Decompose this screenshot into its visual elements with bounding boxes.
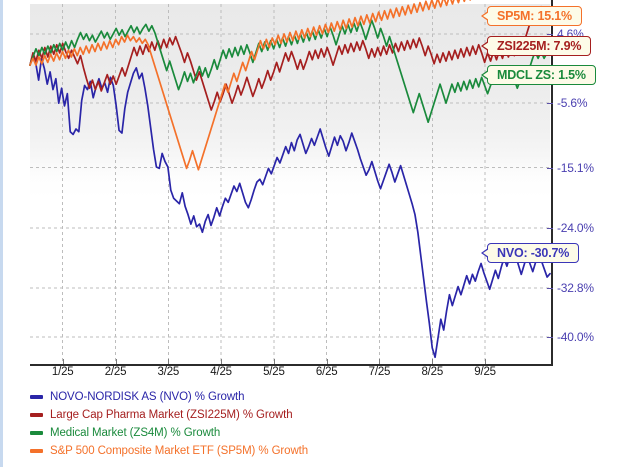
callout-zsi225m: ZSI225M: 7.9% [481, 36, 592, 56]
x-axis-label: 8/25 [421, 366, 444, 378]
y-tick-mark [547, 167, 553, 169]
x-axis-label: 9/25 [474, 366, 496, 378]
x-tick-mark [326, 359, 328, 364]
series-line-nvo [29, 54, 551, 359]
x-tick-mark [115, 359, 117, 364]
series-line-sp5m [29, 0, 472, 171]
x-tick-mark [273, 359, 275, 364]
x-axis-label: 6/25 [315, 366, 338, 378]
y-axis-line [551, 0, 553, 366]
x-axis-label: 7/25 [368, 366, 391, 378]
callout-sp5m-label: SP5M: 15.1% [497, 9, 572, 23]
series-lines [29, 0, 551, 359]
callout-zsi225m-label: ZSI225M: 7.9% [497, 39, 582, 53]
x-tick-mark [379, 359, 381, 364]
legend-item[interactable]: Large Cap Pharma Market (ZSI225M) % Grow… [30, 406, 550, 424]
legend-color-swatch [30, 395, 43, 399]
legend-color-swatch [30, 413, 43, 417]
y-axis-label: -32.8% [557, 280, 594, 295]
plot-svg [29, 0, 551, 364]
legend-item[interactable]: NOVO-NORDISK AS (NVO) % Growth [30, 388, 550, 406]
callout-tail-inner [483, 12, 489, 20]
chart-legend: NOVO-NORDISK AS (NVO) % Growth Large Cap … [30, 388, 550, 460]
callout-nvo: NVO: -30.7% [481, 243, 580, 263]
y-tick-mark [547, 228, 553, 230]
callout-tail-inner [483, 42, 489, 50]
callout-mdcl-zs-label: MDCL ZS: 1.5% [497, 68, 586, 82]
y-tick-mark [547, 33, 553, 35]
x-tick-mark [221, 359, 223, 364]
x-axis-line [30, 364, 553, 366]
callout-mdcl-zs: MDCL ZS: 1.5% [481, 65, 596, 85]
y-axis-label: -40.0% [557, 329, 594, 344]
series-line-zsi225m [29, 5, 551, 111]
callout-tail-inner [483, 71, 489, 79]
legend-color-swatch [30, 431, 43, 435]
x-tick-mark [168, 359, 170, 364]
callout-nvo-label: NVO: -30.7% [497, 246, 570, 260]
legend-item-label: S&P 500 Composite Market ETF (SP5M) % Gr… [50, 445, 309, 457]
y-axis-label: -5.6% [557, 96, 588, 111]
x-tick-mark [485, 359, 487, 364]
plot-background [30, 4, 550, 364]
legend-item-label: Medical Market (ZS4M) % Growth [50, 427, 221, 439]
y-tick-mark [547, 336, 553, 338]
y-axis-label: -24.0% [557, 221, 594, 236]
x-axis-label: 2/25 [104, 366, 127, 378]
x-tick-mark [62, 359, 64, 364]
x-tick-mark [432, 359, 434, 364]
callout-tail-inner [483, 249, 489, 257]
x-axis-label: 3/25 [157, 366, 180, 378]
legend-item[interactable]: Medical Market (ZS4M) % Growth [30, 424, 550, 442]
x-axis-label: 4/25 [210, 366, 232, 378]
x-axis-label: 1/25 [51, 366, 74, 378]
plot-area [29, 0, 551, 364]
legend-item[interactable]: S&P 500 Composite Market ETF (SP5M) % Gr… [30, 442, 550, 460]
y-axis-label: -15.1% [557, 160, 594, 175]
y-tick-mark [547, 287, 553, 289]
legend-color-swatch [30, 449, 43, 453]
series-line-mdcl-zs [29, 19, 551, 124]
callout-sp5m: SP5M: 15.1% [481, 6, 582, 26]
legend-item-label: NOVO-NORDISK AS (NVO) % Growth [50, 391, 245, 403]
y-tick-mark [547, 103, 553, 105]
legend-item-label: Large Cap Pharma Market (ZSI225M) % Grow… [50, 409, 293, 421]
x-axis-label: 5/25 [263, 366, 285, 378]
